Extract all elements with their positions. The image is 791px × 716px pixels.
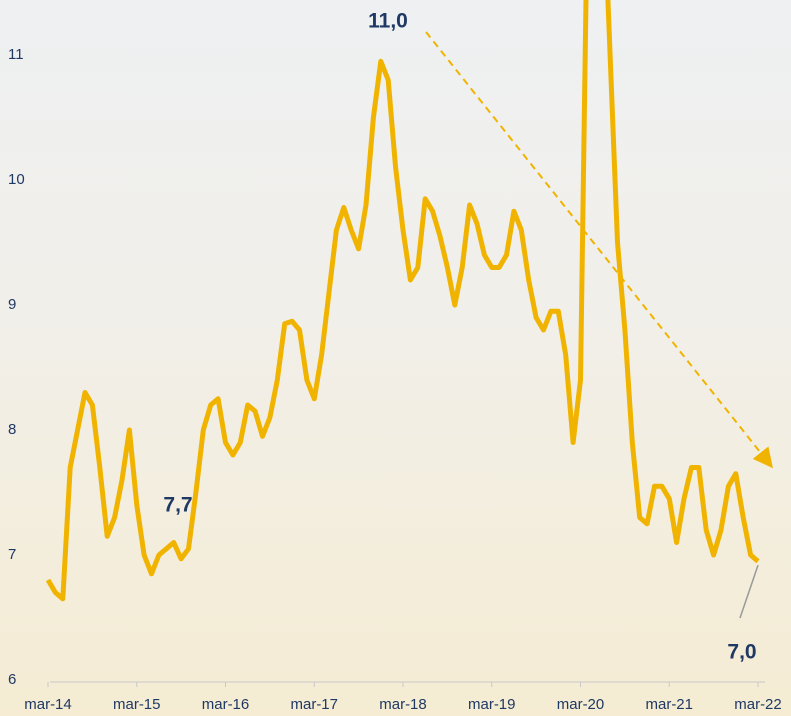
page: 6 7 8 9 10 11 mar-14 mar-15 mar-16 mar-17 mar-18 ma… xyxy=(0,0,791,716)
connector xyxy=(740,565,758,618)
annotation: 11,0 xyxy=(368,10,408,33)
y-tick-label: 8 xyxy=(8,421,16,438)
x-tick-label: mar-14 xyxy=(24,696,72,713)
x-tick-label: mar-17 xyxy=(290,696,338,713)
x-tick-label: mar-19 xyxy=(468,696,516,713)
y-tick-label: 11 xyxy=(8,46,24,63)
annotation: 7,0 xyxy=(727,641,756,664)
x-tick-label: mar-20 xyxy=(557,696,605,713)
x-tick-label: mar-22 xyxy=(734,696,782,713)
y-tick-label: 6 xyxy=(8,671,16,688)
annotation: 7,7 xyxy=(163,494,192,517)
x-tick-label: mar-16 xyxy=(202,696,250,713)
x-tick-label: mar-18 xyxy=(379,696,427,713)
chart: 6 7 8 9 10 11 mar-14 mar-15 mar-16 mar-17 mar-18 ma… xyxy=(0,0,791,716)
y-tick-label: 7 xyxy=(8,546,16,563)
x-tick-label: mar-15 xyxy=(113,696,161,713)
data-line xyxy=(48,0,758,599)
x-tick-label: mar-21 xyxy=(645,696,693,713)
trend-arrow xyxy=(426,32,768,462)
y-tick-label: 10 xyxy=(8,171,25,188)
y-tick-label: 9 xyxy=(8,296,16,313)
